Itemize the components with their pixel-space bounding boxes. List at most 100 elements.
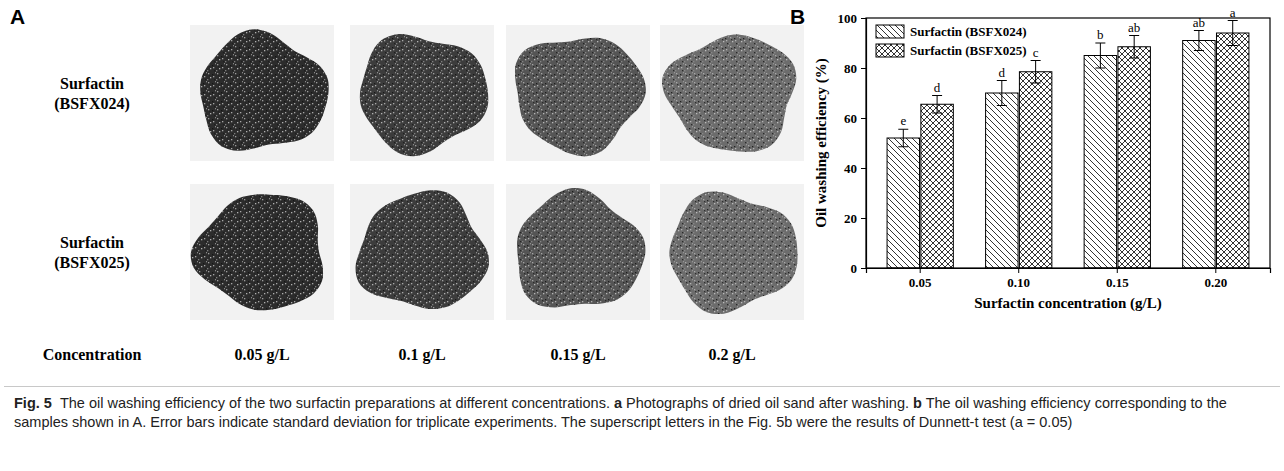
y-tick-mark — [861, 268, 866, 269]
error-stem — [1198, 31, 1199, 51]
error-stem — [1100, 43, 1101, 68]
error-stem — [1232, 21, 1233, 46]
y-axis-title: Oil washing efficiency (%) — [813, 58, 830, 228]
error-stem — [937, 96, 938, 114]
caption-rule — [4, 386, 1280, 387]
y-tick-mark — [861, 68, 866, 69]
x-tick: 0.15 — [1106, 268, 1129, 290]
error-bar — [932, 96, 942, 114]
y-tick-mark — [861, 168, 866, 169]
x-tick: 0.10 — [1007, 268, 1030, 290]
y-tick: 100 — [838, 11, 867, 26]
x-axis-line — [867, 269, 1271, 274]
caption-text: The oil washing efficiency of the two su… — [60, 395, 610, 411]
significance-letter: c — [1033, 45, 1039, 60]
photo-grain — [517, 188, 645, 307]
bar — [1019, 72, 1051, 268]
y-tick: 80 — [844, 61, 866, 76]
bar — [1084, 56, 1116, 269]
y-tick: 0 — [851, 261, 867, 276]
caption-label: Fig. 5 — [14, 395, 52, 411]
error-bar — [1095, 43, 1105, 68]
error-bar — [1031, 61, 1041, 84]
y-tick-label: 60 — [844, 111, 857, 126]
panel-b: Bedbabdcaba0204060801000.050.100.150.20S… — [790, 5, 1271, 313]
error-cap — [1031, 83, 1041, 84]
column-label: 0.2 g/L — [708, 346, 755, 364]
significance-letter: ab — [1193, 15, 1205, 30]
y-tick-label: 80 — [844, 61, 857, 76]
bar — [1183, 41, 1215, 269]
y-tick-mark — [861, 218, 866, 219]
figure: ASurfactin(BSFX024)Surfactin(BSFX025)Con… — [0, 0, 1284, 384]
column-label: 0.05 g/L — [234, 346, 289, 364]
error-stem — [903, 129, 904, 147]
column-title: Concentration — [43, 346, 142, 363]
photo — [669, 191, 797, 314]
panel-letter: A — [10, 5, 25, 28]
photo-frame — [506, 184, 650, 320]
error-cap — [1095, 43, 1105, 44]
column-label: 0.15 g/L — [550, 346, 605, 364]
y-tick-mark — [861, 118, 866, 119]
photo-frame — [660, 184, 804, 320]
photo — [200, 29, 329, 151]
panel-a: ASurfactin(BSFX024)Surfactin(BSFX025)Con… — [10, 5, 804, 364]
photo-frame — [190, 184, 334, 320]
photo-frame — [660, 25, 804, 161]
y-axis: 0 20 40 60 80 100 — [838, 11, 867, 276]
error-bar — [997, 81, 1007, 106]
panel-letter: B — [790, 5, 805, 28]
y-tick-label: 40 — [844, 161, 857, 176]
photo — [356, 190, 489, 309]
error-cap — [1095, 68, 1105, 69]
error-cap — [898, 146, 908, 147]
x-tick-mark — [1117, 268, 1118, 273]
error-cap — [1228, 45, 1238, 46]
x-tick: 0.20 — [1204, 268, 1227, 290]
x-tick-mark — [920, 268, 921, 273]
photo — [191, 194, 323, 310]
x-tick-label: 0.20 — [1204, 275, 1227, 290]
error-cap — [1228, 20, 1238, 21]
x-tick-mark — [1018, 268, 1019, 273]
y-tick-label: 100 — [838, 11, 858, 26]
photo-grain — [200, 29, 329, 151]
y-tick-label: 20 — [844, 211, 857, 226]
legend-label: Surfactin (BSFX024) — [910, 24, 1027, 39]
caption-part-letter: b — [913, 395, 922, 411]
plot-marks — [887, 21, 1249, 269]
y-tick-label: 0 — [851, 261, 858, 276]
error-cap — [997, 105, 1007, 106]
photo-grain — [356, 190, 489, 309]
photo — [360, 34, 488, 156]
photo — [662, 35, 796, 152]
significance-letter: b — [1097, 27, 1104, 42]
error-bar — [1129, 36, 1139, 59]
column-label: 0.1 g/L — [398, 346, 445, 364]
error-stem — [1134, 36, 1135, 59]
significance-letter: a — [1230, 5, 1236, 20]
photo — [517, 188, 645, 307]
photo-frame — [190, 25, 334, 161]
row-label: Surfactin(BSFX024) — [54, 75, 130, 113]
caption-part-letter: a — [614, 395, 622, 411]
bar — [1118, 47, 1150, 268]
error-cap — [898, 129, 908, 130]
bar — [986, 93, 1018, 268]
error-stem — [1001, 81, 1002, 106]
x-tick-label: 0.15 — [1106, 275, 1129, 290]
legend-swatch — [876, 44, 904, 57]
x-tick-label: 0.10 — [1007, 275, 1030, 290]
error-bar — [1228, 21, 1238, 46]
error-cap — [932, 113, 942, 114]
significance-letter: e — [900, 113, 906, 128]
y-tick: 40 — [844, 161, 866, 176]
error-cap — [997, 80, 1007, 81]
error-cap — [1194, 50, 1204, 51]
error-cap — [1031, 60, 1041, 61]
legend: Surfactin (BSFX024)Surfactin (BSFX025) — [876, 24, 1027, 58]
bar — [887, 138, 919, 268]
bar — [921, 104, 953, 268]
photo-grain — [191, 194, 323, 310]
